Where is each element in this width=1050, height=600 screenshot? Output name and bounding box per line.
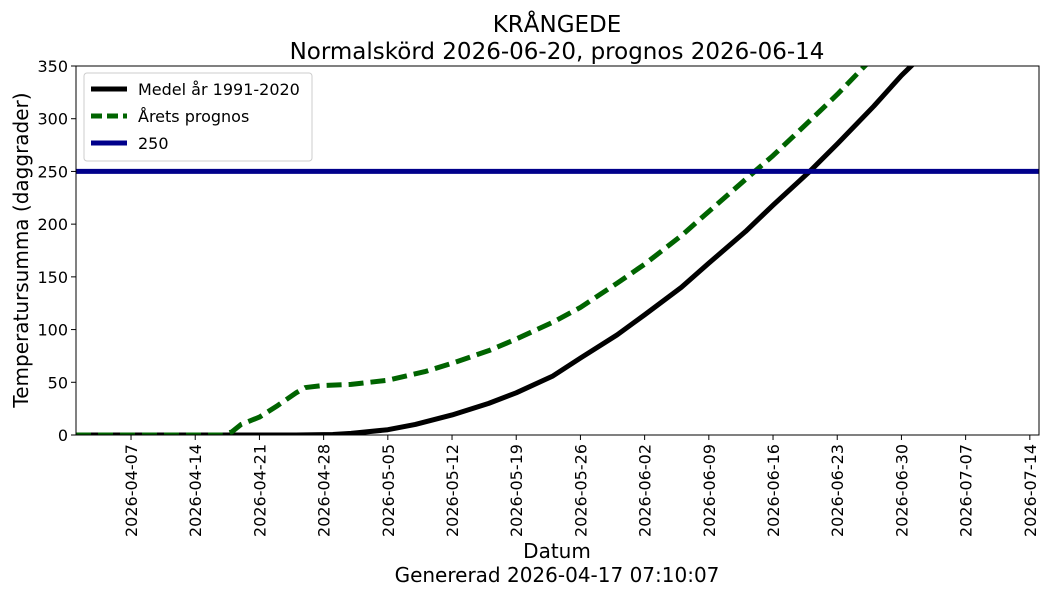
x-axis-ticks: 2026-04-07 2026-04-14 2026-04-21 2026-04-28… — [122, 435, 1040, 537]
chart-subtitle: Normalskörd 2026-06-20, prognos 2026-06-… — [290, 39, 825, 65]
x-tick-label: 2026-05-12 — [443, 444, 462, 537]
x-tick-label: 2026-05-19 — [507, 444, 526, 537]
x-axis-label: Datum — [523, 539, 591, 563]
x-tick-label: 2026-06-02 — [636, 444, 655, 537]
legend-label-2: 250 — [138, 134, 169, 153]
y-tick-label: 350 — [37, 57, 68, 76]
y-tick-label: 200 — [37, 215, 68, 234]
y-tick-label: 50 — [48, 373, 68, 392]
legend: Medel år 1991-2020 Årets prognos 250 — [83, 72, 313, 162]
x-tick-label: 2026-06-23 — [828, 444, 847, 537]
series-lines — [76, 66, 1039, 435]
x-tick-label: 2026-06-30 — [892, 444, 911, 537]
series-line-0 — [76, 66, 915, 435]
x-tick-label: 2026-07-14 — [1021, 444, 1040, 537]
x-tick-label: 2026-06-16 — [764, 444, 783, 537]
y-tick-label: 0 — [58, 426, 68, 445]
x-tick-label: 2026-04-14 — [186, 444, 205, 537]
legend-label-1: Årets prognos — [138, 107, 249, 126]
x-tick-label: 2026-04-07 — [122, 444, 141, 537]
x-tick-label: 2026-04-28 — [315, 444, 334, 537]
chart-title: KRÅNGEDE — [493, 10, 622, 38]
y-tick-label: 100 — [37, 321, 68, 340]
generated-timestamp: Genererad 2026-04-17 07:10:07 — [395, 563, 720, 587]
x-tick-label: 2026-04-21 — [250, 444, 269, 537]
x-tick-label: 2026-07-07 — [957, 444, 976, 537]
y-axis-ticks: 0 50 100 150 200 250 300 350 — [37, 57, 76, 445]
legend-label-0: Medel år 1991-2020 — [138, 80, 300, 99]
y-axis-label: Temperatursumma (daggrader) — [9, 92, 33, 408]
legend-box — [83, 72, 313, 162]
series-line-1 — [76, 66, 869, 435]
y-tick-label: 150 — [37, 268, 68, 287]
y-tick-label: 300 — [37, 110, 68, 129]
x-tick-label: 2026-06-09 — [700, 444, 719, 537]
x-tick-label: 2026-05-05 — [379, 444, 398, 537]
y-tick-label: 250 — [37, 162, 68, 181]
plot-frame — [75, 65, 1040, 436]
x-tick-label: 2026-05-26 — [571, 444, 590, 537]
